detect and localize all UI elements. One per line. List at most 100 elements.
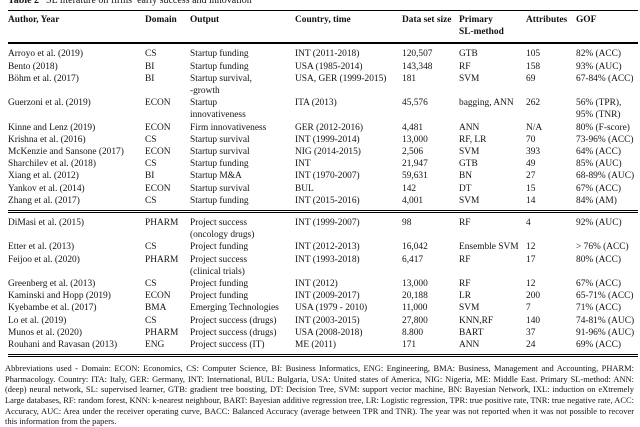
cell-domain: ENG (145, 340, 165, 351)
cell-domain: ECON (145, 122, 171, 133)
cell-domain: ECON (145, 183, 171, 194)
cell-attr: 262 (526, 98, 541, 109)
cell-size: 13,000 (402, 279, 428, 290)
cell-author: DiMasi et al. (2015) (8, 218, 85, 229)
cell-author: Xiang et al. (2012) (8, 171, 79, 182)
cell-gof: 74-81% (AUC) (576, 315, 635, 326)
cell-gof: 91-96% (AUC) (576, 327, 635, 338)
table-row: Bento (2018) BI Startup funding USA (1985-2… (8, 61, 638, 73)
cell-gof: 85% (AUC) (576, 159, 622, 170)
cell-size: 16,042 (402, 242, 428, 253)
cell-method: RF (459, 218, 471, 229)
cell-output: Startup funding (190, 61, 249, 72)
table-header-row: Author, Year Domain Output Country, time Dat… (8, 11, 638, 44)
cell-method: RF (459, 254, 471, 265)
cell-size: 120,507 (402, 49, 433, 60)
cell-country: ITA (2013) (295, 98, 337, 109)
cell-gof: 84% (AM) (576, 195, 617, 206)
cell-author: Krishna et al. (2016) (8, 134, 86, 145)
table-caption: Table 2 SL literature on firms’ early suc… (8, 0, 640, 7)
cell-gof: 64% (ACC) (576, 147, 622, 158)
cell-country: INT (1993-2018) (295, 254, 360, 265)
cell-author: Böhm et al. (2017) (8, 73, 79, 84)
column-header-country: Country, time (295, 15, 351, 25)
cell-size: 21,947 (402, 159, 428, 170)
cell-size: 11,000 (402, 303, 428, 314)
cell-output: Project funding (190, 242, 249, 253)
cell-domain: CS (145, 315, 157, 326)
cell-country: USA, GER (1999-2015) (295, 73, 387, 84)
column-header-domain: Domain (145, 15, 177, 25)
cell-domain: PHARM (145, 218, 179, 229)
cell-gof: 67% (ACC) (576, 183, 622, 194)
table-row: Yankov et al. (2014) ECON Startup survival… (8, 183, 638, 195)
cell-gof: 65-71% (ACC) (576, 291, 634, 302)
cell-attr: 17 (526, 254, 536, 265)
table-row: Munos et al. (2020) PHARM Project success … (8, 327, 638, 339)
cell-country: USA (1985-2014) (295, 61, 363, 72)
cell-output: Startup funding (190, 49, 249, 60)
cell-method: RF (459, 279, 471, 290)
cell-attr: 24 (526, 340, 536, 351)
table-row: Kaminski and Hopp (2019) ECON Project fund… (8, 290, 638, 302)
cell-domain: ECON (145, 98, 171, 109)
cell-attr: 14 (526, 195, 536, 206)
cell-output: Project success (oncology drugs) (190, 218, 255, 241)
cell-method: RF (459, 61, 471, 72)
cell-gof: 68-89% (AUC) (576, 171, 635, 182)
cell-method: RF, LR (459, 134, 487, 145)
cell-method: BN (459, 171, 473, 182)
cell-method: KNN,RF (459, 315, 494, 326)
cell-size: 20,188 (402, 291, 428, 302)
cell-output: Project success (clinical trials) (190, 254, 248, 277)
table-row: Feijoo et al. (2020) PHARM Project success… (8, 254, 638, 278)
cell-author: Greenberg et al. (2013) (8, 279, 96, 290)
cell-attr: 140 (526, 315, 541, 326)
cell-country: INT (1999-2007) (295, 218, 360, 229)
cell-country: USA (2008-2018) (295, 327, 363, 338)
table-section-startup-studies: Arroyo et al. (2019) CS Startup funding INT… (8, 43, 638, 212)
table-footnote: Abbreviations used - Domain: ECON: Econo… (5, 363, 634, 427)
table-row: DiMasi et al. (2015) PHARM Project success… (8, 212, 638, 242)
cell-size: 2,506 (402, 147, 424, 158)
cell-author: Guerzoni et al. (2019) (8, 98, 91, 109)
cell-author: Kaminski and Hopp (2019) (8, 291, 111, 302)
cell-size: 181 (402, 73, 417, 84)
cell-attr: 49 (526, 159, 536, 170)
cell-size: 143,348 (402, 61, 433, 72)
cell-output: Project funding (190, 291, 249, 302)
cell-size: 171 (402, 340, 417, 351)
column-header-author: Author, Year (8, 15, 60, 25)
cell-country: USA (1979 - 2010) (295, 303, 368, 314)
cell-gof: 73-96% (ACC) (576, 134, 634, 145)
cell-size: 27,800 (402, 315, 428, 326)
cell-country: INT (295, 159, 311, 170)
cell-output: Project success (drugs) (190, 327, 277, 338)
cell-gof: 71% (ACC) (576, 303, 622, 314)
cell-output: Startup survival (190, 134, 250, 145)
column-header-method: Primary SL-method (459, 15, 504, 38)
cell-domain: PHARM (145, 254, 179, 265)
cell-method: SVM (459, 147, 480, 158)
cell-attr: 12 (526, 279, 536, 290)
cell-domain: CS (145, 159, 157, 170)
cell-country: INT (1970-2007) (295, 171, 360, 182)
cell-attr: N/A (526, 122, 543, 133)
cell-size: 59,631 (402, 171, 428, 182)
cell-author: Arroyo et al. (2019) (8, 49, 83, 60)
cell-output: Project funding (190, 279, 249, 290)
cell-gof: 80% (F-score) (576, 122, 630, 133)
cell-author: Zhang et al. (2017) (8, 195, 80, 206)
table-section-project-studies: DiMasi et al. (2015) PHARM Project success… (8, 212, 638, 356)
cell-method: SVM (459, 195, 480, 206)
cell-country: NIG (2014-2015) (295, 147, 361, 158)
cell-author: Sharchilev et al. (2018) (8, 159, 96, 170)
column-header-size: Data set size (402, 15, 452, 25)
cell-gof: 69% (ACC) (576, 340, 622, 351)
cell-method: GTB (459, 159, 478, 170)
cell-output: Firm innovativeness (190, 122, 267, 133)
table-row: Guerzoni et al. (2019) ECON Startup innova… (8, 97, 638, 121)
cell-author: Lo et al. (2019) (8, 315, 67, 326)
cell-method: ANN (459, 340, 480, 351)
column-header-attr: Attributes (526, 15, 568, 25)
